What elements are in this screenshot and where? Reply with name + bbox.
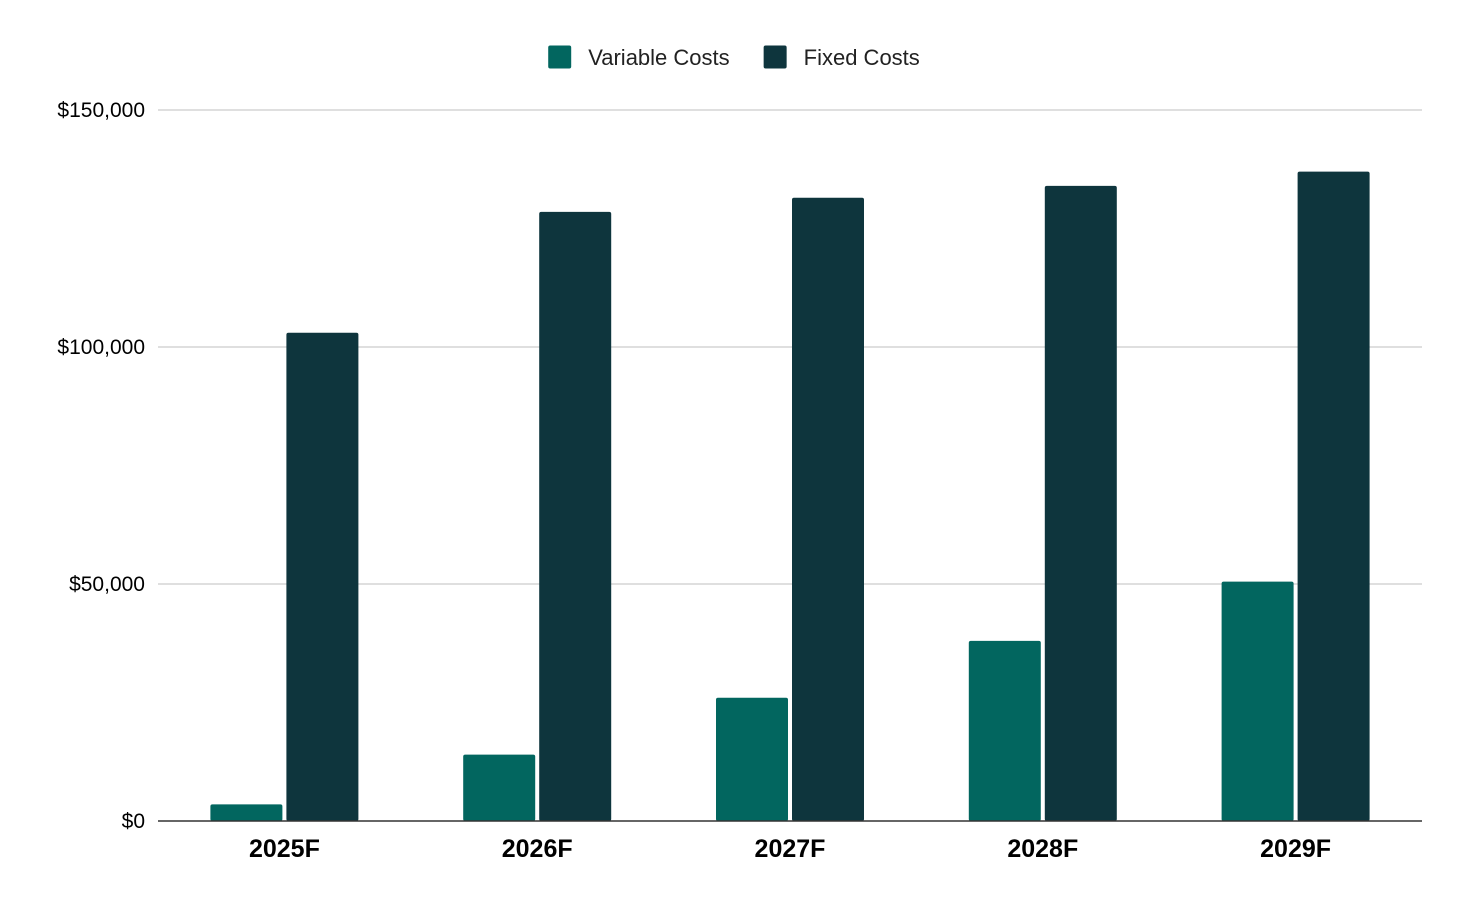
bar-variable-costs-2027f[interactable] bbox=[716, 697, 788, 821]
y-axis: $0 $50,000 $100,000 $150,000 bbox=[57, 99, 145, 833]
bar-fixed-costs-2029f[interactable] bbox=[1297, 171, 1370, 821]
legend-swatch bbox=[548, 45, 572, 69]
x-tick-label: 2028F bbox=[1007, 835, 1078, 863]
y-tick-label: $50,000 bbox=[69, 573, 145, 596]
y-tick-label: $100,000 bbox=[57, 336, 145, 359]
bar-variable-costs-2025f[interactable] bbox=[210, 804, 283, 821]
gridlines bbox=[158, 109, 1422, 585]
x-tick-label: 2029F bbox=[1260, 835, 1331, 863]
legend-label: Fixed Costs bbox=[804, 45, 920, 70]
bar-fixed-costs-2026f[interactable] bbox=[539, 211, 612, 821]
x-tick-label: 2025F bbox=[249, 835, 320, 863]
bars bbox=[210, 171, 1370, 822]
x-tick-label: 2027F bbox=[755, 835, 826, 863]
legend-item-fixed-costs[interactable]: Fixed Costs bbox=[763, 45, 920, 70]
bar-variable-costs-2026f[interactable] bbox=[463, 754, 536, 821]
legend-label: Variable Costs bbox=[588, 45, 729, 70]
legend-swatch bbox=[763, 45, 787, 69]
x-axis: 2025F 2026F 2027F 2028F 2029F bbox=[158, 820, 1422, 863]
y-tick-label: $150,000 bbox=[57, 99, 145, 122]
bar-variable-costs-2029f[interactable] bbox=[1221, 581, 1294, 821]
legend-item-variable-costs[interactable]: Variable Costs bbox=[548, 45, 730, 70]
legend: Variable Costs Fixed Costs bbox=[548, 45, 920, 70]
x-tick-label: 2026F bbox=[502, 835, 573, 863]
bar-fixed-costs-2028f[interactable] bbox=[1044, 185, 1117, 822]
bar-fixed-costs-2027f[interactable] bbox=[792, 197, 864, 821]
y-tick-label: $0 bbox=[122, 810, 145, 833]
bar-variable-costs-2028f[interactable] bbox=[968, 640, 1041, 821]
bar-fixed-costs-2025f[interactable] bbox=[286, 332, 359, 821]
